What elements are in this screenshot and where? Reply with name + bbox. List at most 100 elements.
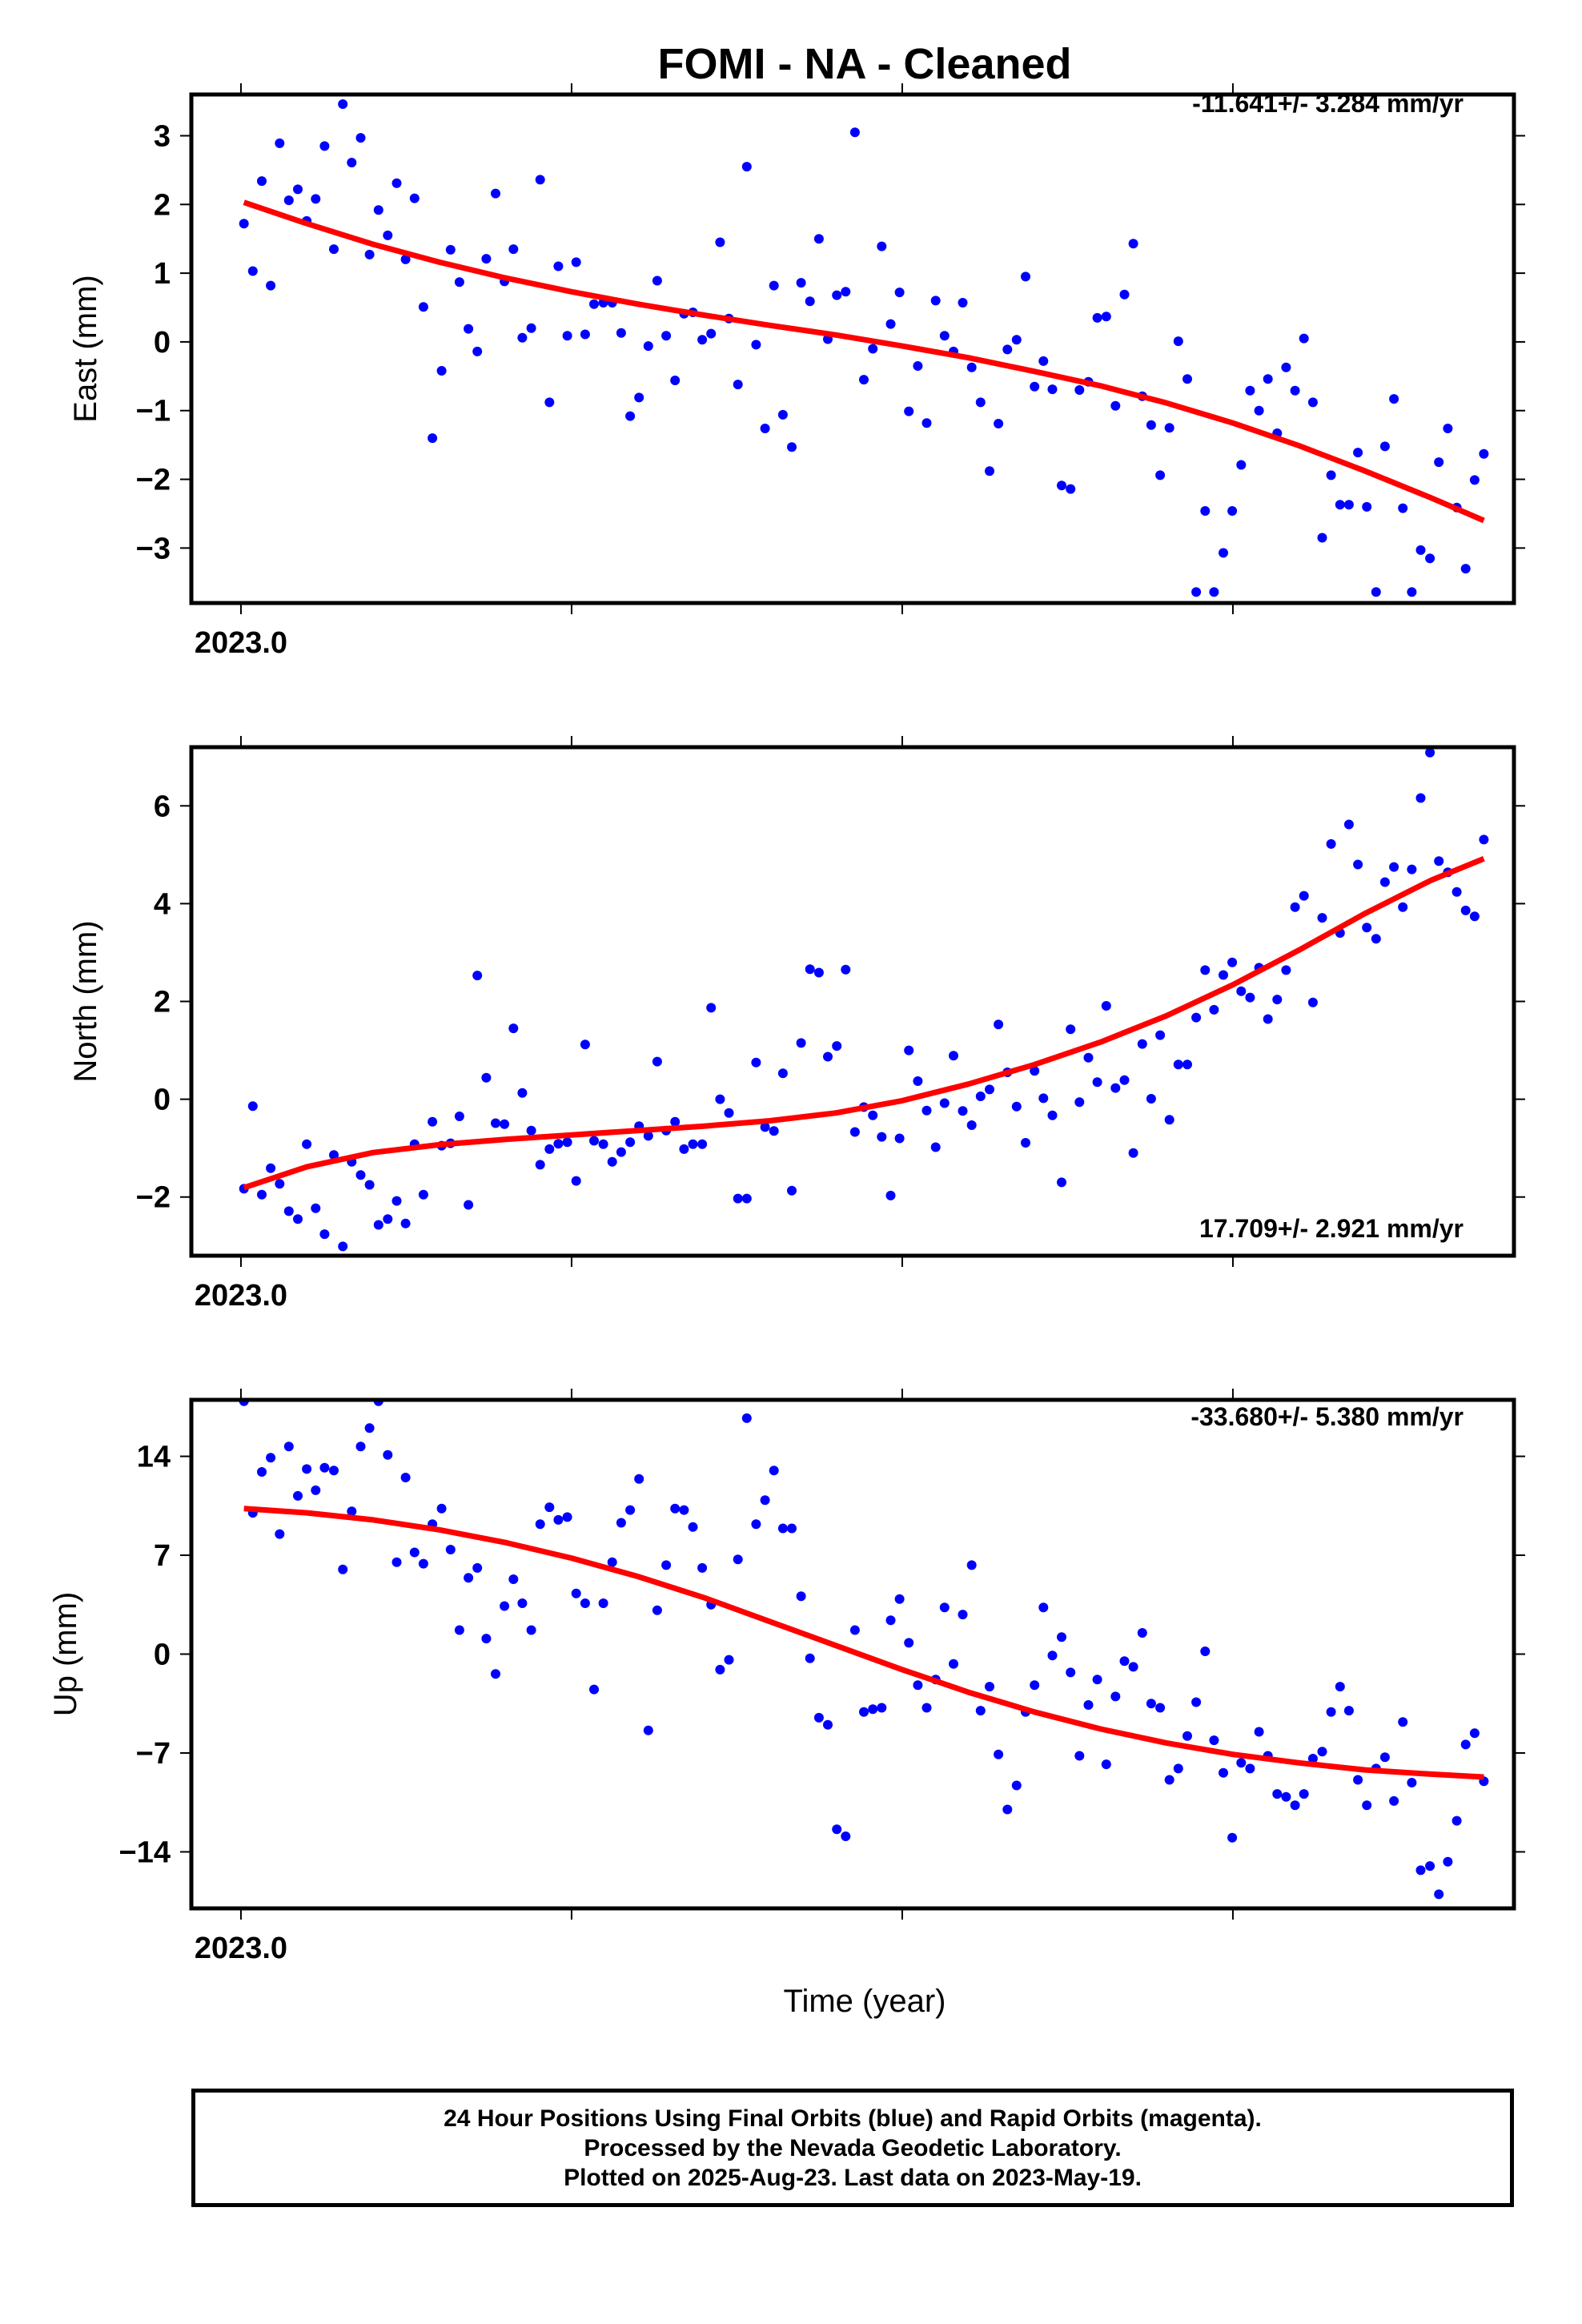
data-point (1479, 448, 1489, 459)
data-point (1137, 1039, 1147, 1049)
data-point (733, 380, 743, 390)
data-point (1469, 475, 1480, 485)
data-point (733, 1193, 743, 1204)
data-point (302, 1139, 312, 1149)
y-tick-label: −2 (136, 464, 171, 497)
data-point (1227, 506, 1238, 516)
data-point (481, 1072, 492, 1083)
data-point (715, 1664, 725, 1675)
data-point (1200, 965, 1211, 975)
data-point (544, 1144, 555, 1154)
data-point (1038, 1093, 1049, 1104)
data-point (589, 299, 599, 309)
y-axis-label: Up (mm) (48, 1592, 83, 1717)
data-point (832, 1824, 842, 1835)
data-point (1398, 1717, 1408, 1727)
data-point (1281, 965, 1291, 975)
data-point (625, 1137, 636, 1148)
data-point (1119, 1656, 1130, 1667)
data-point (985, 466, 994, 476)
data-point (1479, 834, 1489, 845)
data-point (329, 244, 339, 255)
data-point (1362, 923, 1372, 933)
data-point (975, 1092, 986, 1101)
data-point (526, 323, 536, 333)
data-point (813, 234, 824, 244)
data-point (1030, 1680, 1040, 1691)
data-point (625, 411, 636, 421)
data-point (1398, 503, 1408, 513)
data-point (777, 409, 788, 420)
data-point (472, 346, 483, 356)
data-point (400, 1218, 411, 1228)
data-point (1299, 333, 1309, 344)
data-point (544, 1502, 555, 1513)
data-point (1092, 1077, 1102, 1088)
data-point (1343, 1706, 1354, 1716)
data-point (266, 280, 276, 291)
data-point (813, 1712, 824, 1723)
data-point (1236, 460, 1247, 470)
x-axis-label: Time (year) (784, 1984, 946, 2019)
data-point (517, 332, 528, 343)
x-tick-label: 2023.0 (195, 1279, 287, 1313)
data-point (464, 1573, 474, 1583)
data-point (239, 219, 249, 229)
data-point (1092, 312, 1102, 323)
data-point (1173, 1059, 1183, 1070)
data-point (1299, 1789, 1309, 1799)
data-point (1101, 312, 1111, 322)
data-point (1434, 457, 1444, 468)
data-point (958, 1106, 968, 1116)
data-point (1173, 336, 1183, 347)
data-point (302, 1464, 312, 1474)
data-point (616, 328, 626, 338)
data-points (239, 99, 1489, 597)
data-point (364, 249, 375, 259)
data-point (383, 1214, 393, 1224)
data-point (1074, 1751, 1085, 1761)
data-point (373, 1220, 383, 1230)
data-point (391, 1557, 402, 1567)
data-point (1290, 385, 1300, 396)
data-point (1128, 1148, 1138, 1158)
data-point (966, 362, 977, 372)
data-point (1335, 1682, 1345, 1692)
data-point (1307, 397, 1318, 408)
data-point (418, 302, 428, 312)
fit-line (243, 1506, 1484, 1780)
data-point (436, 1503, 447, 1514)
data-point (1137, 1628, 1147, 1638)
data-point (383, 1449, 393, 1460)
data-point (1452, 1815, 1462, 1826)
data-point (1011, 335, 1022, 345)
data-point (1057, 480, 1066, 491)
data-point (1092, 1675, 1102, 1685)
data-point (741, 1193, 752, 1204)
data-point (391, 178, 402, 188)
data-point (1272, 1789, 1283, 1799)
data-point (1173, 1763, 1183, 1774)
y-axis-label: North (mm) (68, 920, 103, 1082)
data-point (445, 244, 456, 255)
data-point (1128, 1662, 1138, 1672)
data-point (724, 1108, 734, 1118)
data-point (293, 1490, 303, 1501)
data-point (1343, 500, 1354, 510)
data-point (877, 1703, 887, 1713)
data-point (939, 1602, 950, 1613)
data-point (1353, 448, 1363, 458)
data-point (706, 1003, 717, 1013)
data-point (1038, 356, 1049, 366)
data-point (894, 287, 905, 298)
data-point (1066, 1667, 1076, 1678)
data-point (805, 1653, 815, 1663)
data-point (1317, 1747, 1327, 1757)
panel-east: 2023.0 3 2 1 0 −1 −2 −3 East (mm) -11.641+/- 3.28… (68, 83, 1525, 660)
data-point (589, 1136, 599, 1146)
data-point (777, 1068, 788, 1079)
data-point (1263, 1014, 1273, 1024)
data-point (589, 1684, 599, 1695)
data-point (338, 99, 348, 109)
data-point (1191, 587, 1202, 597)
